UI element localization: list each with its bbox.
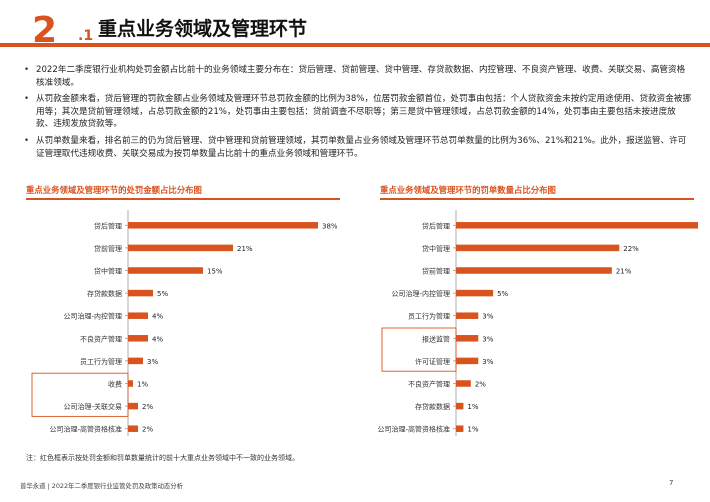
bar <box>128 312 148 319</box>
bar <box>128 335 148 342</box>
highlight-box <box>381 327 457 372</box>
highlight-box <box>31 372 129 417</box>
chart-count: 贷后管理36%贷中管理22%贷前管理21%公司治理-内控管理5%员工行为管理3%… <box>378 210 698 436</box>
bar <box>456 267 612 274</box>
chart-title-amount: 重点业务领域及管理环节的处罚金额占比分布图 <box>26 185 202 195</box>
category-label: 存贷款数据 <box>87 289 122 298</box>
bar <box>128 289 153 297</box>
data-label: 22% <box>623 245 639 253</box>
category-label: 公司治理-内控管理 <box>391 289 450 298</box>
bullet-item: 从罚款金额来看，贷后管理的罚款金额占业务领域及管理环节总罚款金额的比例为38%，… <box>22 93 692 131</box>
bar <box>456 425 464 432</box>
category-label: 公司治理-关联交易 <box>63 402 122 411</box>
category-label: 收费 <box>108 380 122 389</box>
category-label: 贷前管理 <box>422 267 450 276</box>
category-label: 员工行为管理 <box>408 312 450 321</box>
data-label: 4% <box>152 313 163 321</box>
chart-rule-amount <box>26 198 340 200</box>
bar <box>128 425 138 432</box>
bar <box>128 222 318 229</box>
category-label: 公司治理-高管资格核准 <box>49 425 122 434</box>
bar <box>456 289 494 297</box>
bar <box>128 244 233 252</box>
category-label: 存贷款数据 <box>415 402 450 411</box>
category-label: 许可证管理 <box>415 357 450 366</box>
data-label: 3% <box>482 313 493 321</box>
bar <box>456 380 471 387</box>
section-sub-number: .1 <box>78 28 94 44</box>
data-label: 15% <box>207 268 223 276</box>
bullet-item: 从罚单数量来看，排名前三的仍为贷后管理、贷中管理和贷前管理领域，其罚单数量占业务… <box>22 135 692 160</box>
data-label: 1% <box>467 403 478 411</box>
category-label: 不良资产管理 <box>80 334 122 343</box>
data-label: 2% <box>142 426 153 434</box>
bar <box>128 357 143 365</box>
category-label: 员工行为管理 <box>80 357 122 366</box>
data-label: 2% <box>475 381 486 389</box>
bar <box>128 267 203 274</box>
bar <box>456 222 698 229</box>
data-label: 21% <box>616 268 632 276</box>
data-label: 1% <box>137 381 148 389</box>
data-label: 5% <box>157 290 168 298</box>
footnote: 注：红色框表示按处罚金额和罚单数量统计的前十大重点业务领域中不一致的业务领域。 <box>26 454 299 462</box>
bar <box>456 335 479 342</box>
bullet-item: 2022年二季度银行业机构处罚金额占比前十的业务领域主要分布在：贷后管理、贷前管… <box>22 64 692 89</box>
data-label: 3% <box>147 358 158 366</box>
section-header: 2 .1 重点业务领域及管理环节 <box>0 0 710 54</box>
data-label: 38% <box>322 222 338 230</box>
bar <box>456 357 479 365</box>
category-label: 公司治理-高管资格核准 <box>378 425 450 434</box>
footer-text: 普华永道 | 2022年二季度银行业监管处罚及政策动态分析 <box>20 482 184 490</box>
data-label: 2% <box>142 403 153 411</box>
data-label: 21% <box>237 245 253 253</box>
data-label: 3% <box>482 358 493 366</box>
bar <box>128 402 138 410</box>
category-label: 不良资产管理 <box>408 380 450 389</box>
bullet-list: 2022年二季度银行业机构处罚金额占比前十的业务领域主要分布在：贷后管理、贷前管… <box>22 64 692 164</box>
page-number: 7 <box>669 479 674 487</box>
data-label: 1% <box>467 426 478 434</box>
bar <box>456 402 464 410</box>
bar <box>456 312 479 319</box>
chart-title-count: 重点业务领域及管理环节的罚单数量占比分布图 <box>380 185 556 195</box>
category-label: 公司治理-内控管理 <box>63 312 122 321</box>
data-label: 4% <box>152 335 163 343</box>
page-title: 重点业务领域及管理环节 <box>98 18 308 40</box>
data-label: 3% <box>482 335 493 343</box>
category-label: 贷中管理 <box>94 267 122 276</box>
category-label: 贷后管理 <box>94 221 122 230</box>
chart-rule-count <box>380 198 694 200</box>
chart-amount: 贷后管理 38% 贷前管理 21% 贷中管理 15% 存贷款数据 5% 公司治理-内控管理 4% 不… <box>31 210 338 436</box>
category-label: 贷前管理 <box>94 244 122 253</box>
category-label: 报送监管 <box>422 334 450 343</box>
category-label: 贷后管理 <box>422 221 450 230</box>
bar <box>456 244 620 252</box>
bar <box>128 380 133 387</box>
category-label: 贷中管理 <box>422 244 450 253</box>
header-rule <box>0 43 710 47</box>
data-label: 5% <box>497 290 508 298</box>
